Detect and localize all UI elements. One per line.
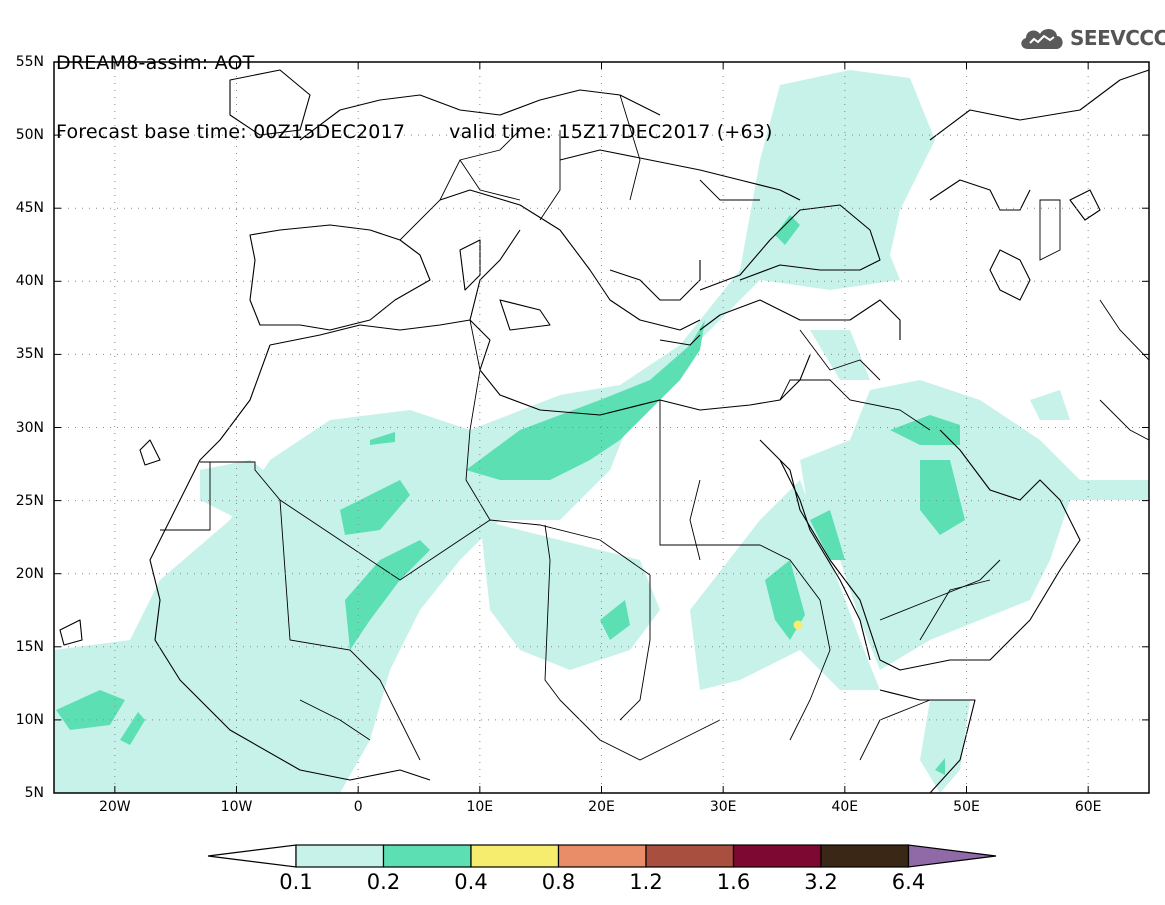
lon-label: 10E — [466, 799, 494, 815]
lat-label: 5N — [24, 785, 44, 801]
lat-label: 45N — [15, 200, 44, 217]
map-title: DREAM8-assim: AOT Forecast base time: 00… — [56, 6, 773, 167]
lat-label: 50N — [15, 127, 44, 144]
colorbar-swatch — [382, 844, 472, 868]
axis-ticks — [54, 61, 1149, 794]
title-line1: DREAM8-assim: AOT — [56, 52, 255, 74]
lon-label: 30E — [709, 799, 737, 815]
colorbar-swatch — [732, 844, 822, 868]
logo-text: SEEVCCC — [1070, 26, 1165, 50]
seevccc-logo: SEEVCCC — [1018, 25, 1165, 51]
lat-label: 55N — [15, 54, 44, 70]
colorbar-level-label: 0.2 — [366, 870, 401, 894]
lat-label: 40N — [15, 273, 44, 290]
country-borders — [160, 94, 1149, 761]
colorbar-low-arrow — [207, 844, 297, 868]
lat-label: 20N — [15, 565, 44, 582]
colorbar-high-arrow — [907, 844, 997, 868]
lat-label: 35N — [15, 346, 44, 363]
lon-label: 20E — [588, 799, 615, 815]
colorbar-swatch — [557, 844, 647, 868]
lon-label: 20W — [98, 799, 131, 815]
coastlines — [59, 69, 1149, 793]
colorbar-swatch — [820, 844, 910, 868]
colorbar-level-label: 0.1 — [279, 870, 313, 894]
lon-label: 60E — [1074, 799, 1102, 815]
lat-label: 25N — [15, 492, 44, 509]
lon-label: 10W — [220, 799, 253, 815]
aot-light-plumes — [54, 70, 1149, 793]
aot-high-spot — [793, 620, 803, 630]
valid-time: valid time: 15Z17DEC2017 (+63) — [449, 121, 773, 143]
forecast-base-time: Forecast base time: 00Z15DEC2017 — [56, 121, 406, 143]
colorbar — [207, 844, 997, 868]
lon-label: 0 — [353, 799, 363, 815]
colorbar-level-label: 1.6 — [716, 870, 751, 894]
colorbar-swatch — [645, 844, 735, 868]
aot-medium-plumes — [56, 215, 965, 775]
lat-label: 10N — [15, 711, 44, 728]
colorbar-level-label: 6.4 — [891, 870, 926, 894]
cloud-icon — [1021, 28, 1063, 49]
colorbar-swatch — [295, 844, 385, 868]
colorbar-level-label: 1.2 — [629, 870, 663, 894]
colorbar-level-label: 0.8 — [541, 870, 576, 894]
lon-label: 50E — [953, 799, 980, 815]
lat-label: 30N — [15, 419, 44, 436]
colorbar-level-label: 3.2 — [804, 870, 838, 894]
colorbar-swatch — [470, 844, 560, 868]
colorbar-level-label: 0.4 — [454, 870, 488, 894]
lat-label: 15N — [15, 638, 44, 655]
graticule — [54, 62, 1149, 793]
lon-label: 40E — [831, 799, 859, 815]
